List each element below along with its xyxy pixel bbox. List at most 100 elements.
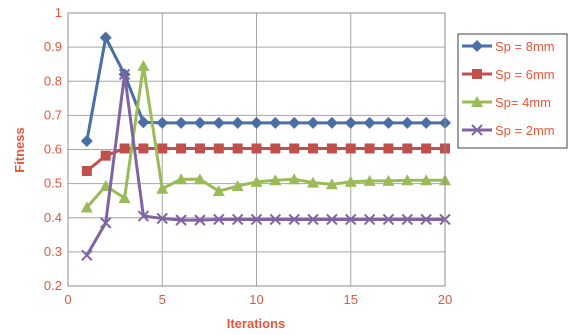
data-point: [363, 174, 376, 186]
legend-marker: [471, 96, 483, 107]
data-point: [420, 174, 433, 186]
series-sp-4mm: [80, 59, 451, 213]
chart-series: [80, 31, 451, 261]
data-point: [250, 116, 263, 129]
data-point: [100, 150, 111, 161]
data-point: [269, 116, 282, 129]
data-point: [99, 31, 112, 44]
data-point: [175, 214, 187, 226]
data-point: [288, 173, 301, 185]
data-point: [251, 143, 262, 154]
data-point: [289, 143, 300, 154]
data-point: [176, 143, 187, 154]
data-point: [118, 191, 131, 203]
data-point: [308, 143, 319, 154]
legend-item: Sp= 4mm: [462, 95, 551, 110]
series-sp-2mm: [81, 68, 451, 261]
y-tick-label: 0.5: [44, 176, 62, 191]
plot-area-border: [67, 12, 446, 287]
data-point: [382, 116, 395, 129]
data-point: [288, 213, 300, 226]
data-point: [231, 180, 244, 192]
legend-label: Sp = 8mm: [495, 39, 555, 54]
data-point: [383, 143, 394, 154]
data-point: [401, 213, 414, 226]
data-point: [138, 143, 149, 154]
data-point: [364, 143, 375, 154]
data-point: [307, 116, 320, 129]
legend-items: Sp = 8mm Sp = 6mm Sp= 4mm Sp = 2mm: [462, 39, 555, 138]
legend-marker: [471, 124, 483, 136]
x-tick-label: 0: [64, 292, 71, 307]
data-point: [363, 213, 376, 226]
x-tick-label: 5: [159, 292, 166, 307]
data-point: [421, 143, 432, 154]
y-tick-label: 0.8: [44, 73, 62, 88]
x-tick-label: 20: [438, 292, 452, 307]
y-tick-label: 0.9: [44, 39, 62, 54]
y-tick-label: 0.6: [44, 142, 62, 157]
data-point: [345, 213, 357, 226]
legend-marker: [472, 69, 482, 79]
data-point: [269, 213, 282, 226]
data-point: [402, 143, 413, 154]
data-point: [401, 174, 414, 186]
data-point: [194, 214, 206, 226]
legend-label: Sp= 4mm: [495, 95, 551, 110]
data-point: [326, 143, 337, 154]
data-point: [213, 143, 224, 154]
data-point: [420, 213, 432, 226]
x-axis-ticks: 0 5 10 15 20: [64, 292, 452, 307]
data-point: [81, 165, 92, 176]
data-point: [193, 116, 206, 129]
y-axis-title: Fitness: [12, 127, 27, 173]
legend-item: Sp = 6mm: [462, 67, 555, 82]
data-point: [137, 210, 150, 222]
data-point: [382, 174, 395, 186]
y-tick-label: 0.3: [44, 244, 62, 259]
data-point: [194, 143, 205, 154]
data-point: [231, 116, 244, 129]
data-point: [137, 59, 150, 71]
data-point: [307, 213, 319, 226]
data-point: [99, 217, 112, 229]
legend-item: Sp = 8mm: [462, 39, 555, 54]
data-point: [325, 116, 338, 129]
data-point: [81, 249, 93, 261]
data-point: [344, 175, 357, 187]
data-point: [307, 176, 320, 188]
data-point: [80, 201, 93, 213]
data-point: [420, 116, 433, 129]
series-sp-8mm: [80, 31, 451, 147]
data-point: [156, 116, 169, 129]
data-point: [250, 175, 263, 187]
x-tick-label: 10: [249, 292, 263, 307]
data-point: [325, 178, 338, 190]
data-point: [401, 116, 414, 129]
data-point: [382, 213, 395, 226]
data-point: [344, 116, 357, 129]
y-tick-label: 0.2: [44, 278, 62, 293]
y-tick-label: 0.7: [44, 107, 62, 122]
data-point: [156, 212, 168, 225]
y-axis-ticks: 0.2 0.3 0.4 0.5 0.6 0.7 0.8 0.9 1: [44, 5, 62, 293]
data-point: [213, 213, 225, 226]
data-point: [345, 143, 356, 154]
data-point: [212, 116, 225, 129]
legend: Sp = 8mm Sp = 6mm Sp= 4mm Sp = 2mm: [457, 33, 568, 149]
data-point: [118, 68, 131, 81]
y-tick-label: 1: [55, 5, 62, 20]
data-point: [137, 116, 150, 129]
x-tick-label: 15: [344, 292, 358, 307]
legend-marker: [471, 40, 483, 52]
y-tick-label: 0.4: [44, 210, 62, 225]
legend-item: Sp = 2mm: [462, 123, 555, 138]
data-point: [250, 213, 263, 226]
data-point: [288, 116, 301, 129]
data-point: [175, 116, 188, 129]
data-point: [193, 173, 206, 185]
data-point: [175, 173, 188, 185]
data-point: [119, 143, 130, 154]
data-point: [363, 116, 376, 129]
data-point: [212, 185, 225, 197]
